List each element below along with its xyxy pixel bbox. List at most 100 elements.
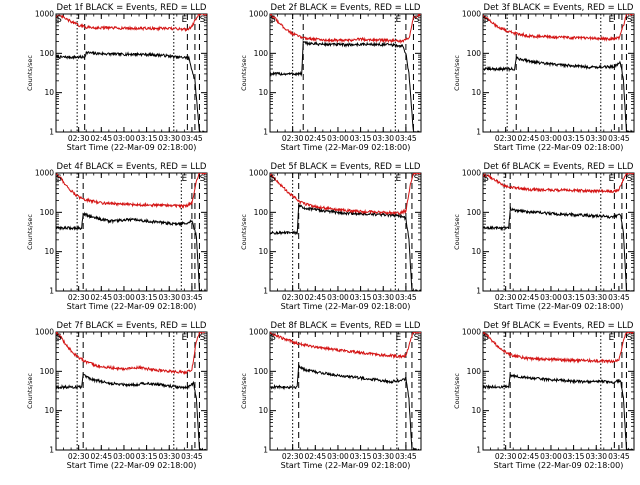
chart-title: Det 8f BLACK = Events, RED = LLD (271, 321, 421, 331)
chart-panel-3: Det 3f BLACK = Events, RED = LLD 1 10 100 10… (453, 3, 635, 152)
end-marker-label: E (609, 174, 615, 184)
x-tick-label: 02:45 (90, 293, 112, 302)
events-series-line (56, 372, 207, 450)
start-marker-label: S (270, 174, 276, 184)
x-tick-label: 03:15 (563, 293, 585, 302)
x-axis-label: Start Time (22-Mar-09 02:18:00) (494, 143, 624, 152)
x-axis-label: Start Time (22-Mar-09 02:18:00) (281, 302, 411, 311)
x-tick-label: 03:00 (540, 293, 562, 302)
y-axis-label: Counts/sec (453, 55, 461, 91)
x-tick-label: 02:30 (68, 452, 90, 461)
y-tick-label: 1 (476, 128, 481, 137)
events-series-line (483, 373, 634, 450)
lld-series-line (56, 332, 207, 376)
y-tick-label: 10 (44, 88, 54, 97)
start-marker-label: S (200, 15, 206, 25)
y-tick-label: 1 (49, 287, 54, 296)
y-tick-label: 100 (40, 208, 55, 217)
chart-title: Det 3f BLACK = Events, RED = LLD (484, 3, 634, 13)
x-tick-label: 03:30 (585, 134, 607, 143)
x-tick-label: 03:45 (608, 452, 630, 461)
x-axis-label: Start Time (22-Mar-09 02:18:00) (281, 461, 411, 470)
plot-frame (55, 13, 208, 133)
x-tick-label: 03:45 (395, 452, 417, 461)
y-tick-label: 100 (254, 367, 269, 376)
lld-series-line (56, 173, 207, 210)
y-tick-label: 1 (49, 128, 54, 137)
lld-series-line (483, 173, 634, 194)
chart-title: Det 1f BLACK = Events, RED = LLD (57, 3, 207, 13)
x-tick-label: 03:45 (395, 293, 417, 302)
x-tick-label: 03:00 (540, 134, 562, 143)
chart-panel-8: Det 8f BLACK = Events, RED = LLD 1 10 100 10… (240, 321, 422, 470)
x-tick-label: 02:30 (495, 134, 517, 143)
events-series-line (270, 204, 421, 291)
y-tick-label: 100 (254, 49, 269, 58)
x-tick-label: 02:30 (68, 134, 90, 143)
events-series-line (483, 56, 634, 132)
x-tick-label: 03:15 (350, 134, 372, 143)
x-tick-label: 02:45 (517, 293, 539, 302)
start-marker-label: S (627, 15, 633, 25)
chart-panel-1: Det 1f BLACK = Events, RED = LLD 1 10 100 10… (26, 3, 208, 152)
plot-frame (482, 331, 635, 451)
x-tick-label: 02:45 (90, 134, 112, 143)
x-tick-label: 03:30 (158, 452, 180, 461)
chart-title: Det 2f BLACK = Events, RED = LLD (271, 3, 421, 13)
x-tick-label: 03:30 (585, 293, 607, 302)
chart-title: Det 9f BLACK = Events, RED = LLD (484, 321, 634, 331)
x-tick-label: 02:30 (282, 293, 304, 302)
y-tick-label: 1 (476, 287, 481, 296)
y-axis-label: Counts/sec (240, 214, 248, 250)
x-tick-label: 03:45 (181, 293, 203, 302)
chart-title: Det 5f BLACK = Events, RED = LLD (271, 162, 421, 172)
x-tick-label: 03:00 (327, 452, 349, 461)
x-axis-label: Start Time (22-Mar-09 02:18:00) (67, 461, 197, 470)
x-tick-label: 03:00 (113, 134, 135, 143)
chart-panel-9: Det 9f BLACK = Events, RED = LLD 1 10 100 10… (453, 321, 635, 470)
x-tick-label: 03:00 (113, 293, 135, 302)
x-tick-label: 03:00 (540, 452, 562, 461)
end-marker-label: E (609, 333, 615, 343)
y-axis-label: Counts/sec (240, 373, 248, 409)
end-marker-label: E (396, 15, 402, 25)
events-series-line (56, 211, 207, 291)
start-marker-label: S (270, 15, 276, 25)
start-marker-label: S (627, 174, 633, 184)
x-tick-label: 03:00 (327, 134, 349, 143)
x-tick-label: 03:15 (136, 293, 158, 302)
x-tick-label: 02:30 (495, 452, 517, 461)
chart-panel-4: Det 4f BLACK = Events, RED = LLD 1 10 100 10… (26, 162, 208, 311)
x-tick-label: 03:15 (563, 134, 585, 143)
end-marker-label: E (609, 15, 615, 25)
y-tick-label: 100 (40, 49, 55, 58)
chart-title: Det 7f BLACK = Events, RED = LLD (57, 321, 207, 331)
x-tick-label: 03:15 (136, 134, 158, 143)
lld-series-line (56, 14, 207, 33)
y-tick-label: 1000 (462, 169, 481, 178)
y-tick-label: 1000 (35, 169, 54, 178)
y-tick-label: 10 (44, 247, 54, 256)
x-tick-label: 03:30 (158, 293, 180, 302)
x-tick-label: 03:15 (136, 452, 158, 461)
y-axis-label: Counts/sec (26, 373, 34, 409)
y-tick-label: 10 (471, 406, 481, 415)
y-tick-label: 1000 (249, 169, 268, 178)
x-tick-label: 03:30 (158, 134, 180, 143)
x-tick-label: 02:45 (304, 452, 326, 461)
y-tick-label: 1000 (249, 10, 268, 19)
start-marker-label: S (414, 333, 420, 343)
end-marker-label: E (182, 15, 188, 25)
events-series-line (270, 39, 421, 132)
y-tick-label: 1000 (35, 328, 54, 337)
x-tick-label: 03:15 (350, 293, 372, 302)
y-tick-label: 1000 (462, 10, 481, 19)
x-tick-label: 03:30 (372, 452, 394, 461)
chart-panel-7: Det 7f BLACK = Events, RED = LLD 1 10 100 10… (26, 321, 208, 470)
x-tick-label: 02:30 (282, 452, 304, 461)
y-tick-label: 1 (49, 446, 54, 455)
x-axis-label: Start Time (22-Mar-09 02:18:00) (67, 143, 197, 152)
y-tick-label: 10 (258, 88, 268, 97)
y-tick-label: 1000 (249, 328, 268, 337)
